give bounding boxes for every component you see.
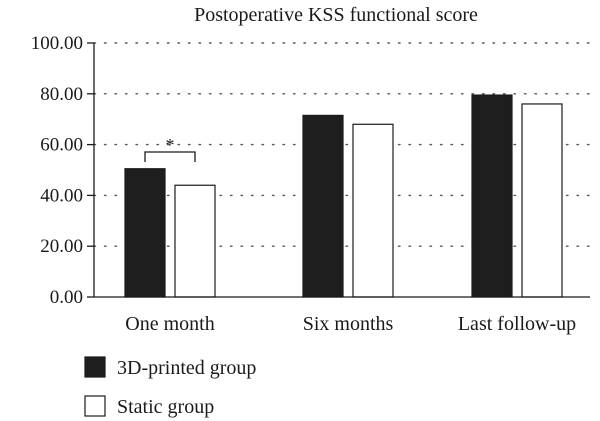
bar-static-0 bbox=[174, 184, 216, 298]
bar-3d-printed-2 bbox=[471, 94, 513, 298]
legend-label-static: Static group bbox=[117, 396, 214, 418]
legend-swatch-3d-printed bbox=[84, 356, 106, 378]
annotations: * bbox=[144, 135, 196, 162]
bar-3d-printed-1 bbox=[302, 114, 344, 298]
significance-bracket bbox=[144, 151, 196, 162]
y-tick-label: 100.00 bbox=[31, 33, 83, 54]
y-tick-label: 20.00 bbox=[40, 236, 83, 257]
significance-star: * bbox=[166, 135, 175, 155]
bar-static-2 bbox=[521, 103, 563, 298]
bar-static-1 bbox=[352, 123, 394, 298]
y-axis: 0.00 20.00 40.00 60.00 80.00 100.00 bbox=[31, 33, 95, 308]
x-category-label: Last follow-up bbox=[458, 313, 576, 335]
y-tick-label: 80.00 bbox=[40, 84, 83, 105]
legend: 3D-printed group Static group bbox=[84, 356, 256, 418]
legend-swatch-static bbox=[84, 395, 106, 417]
bars bbox=[124, 94, 563, 298]
bar-3d-printed-0 bbox=[124, 168, 166, 298]
y-tick-label: 40.00 bbox=[40, 185, 83, 206]
legend-label-3d-printed: 3D-printed group bbox=[117, 357, 256, 379]
y-tick-label: 60.00 bbox=[40, 135, 83, 156]
x-category-label: Six months bbox=[303, 313, 394, 335]
x-category-label: One month bbox=[125, 313, 214, 335]
y-tick-label: 0.00 bbox=[50, 287, 83, 308]
x-axis: One month Six months Last follow-up bbox=[94, 296, 590, 335]
chart-title: Postoperative KSS functional score bbox=[194, 4, 478, 26]
